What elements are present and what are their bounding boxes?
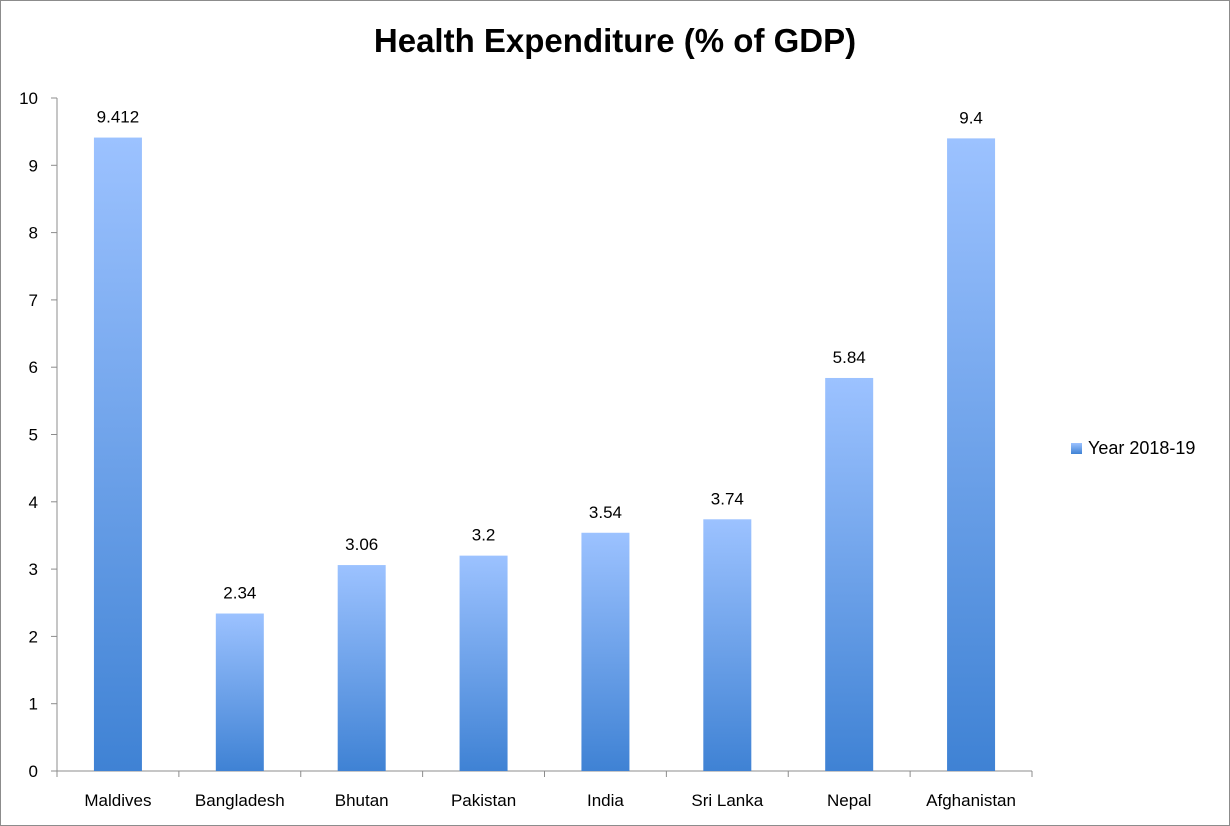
x-tick-label: Sri Lanka	[691, 791, 763, 810]
bar	[825, 377, 874, 771]
y-tick-label: 10	[19, 89, 38, 108]
bar	[459, 555, 508, 771]
y-tick-label: 9	[29, 156, 38, 175]
data-label: 3.2	[472, 526, 496, 545]
bar	[215, 613, 264, 771]
x-tick-label: Maldives	[84, 791, 151, 810]
x-tick-label: Nepal	[827, 791, 871, 810]
legend-label: Year 2018-19	[1088, 438, 1196, 458]
data-label: 9.412	[97, 108, 140, 127]
y-tick-label: 1	[29, 695, 38, 714]
bar	[581, 532, 630, 771]
chart-title: Health Expenditure (% of GDP)	[373, 22, 857, 59]
x-tick-label: Bhutan	[335, 791, 389, 810]
y-tick-label: 3	[29, 560, 38, 579]
legend-swatch	[1071, 443, 1082, 454]
y-tick-label: 8	[29, 224, 38, 243]
x-tick-label: Afghanistan	[926, 791, 1016, 810]
data-label: 3.06	[345, 535, 378, 554]
data-label: 3.54	[589, 503, 622, 522]
x-tick-label: India	[587, 791, 624, 810]
legend: Year 2018-19	[1071, 438, 1195, 459]
y-tick-label: 7	[29, 291, 38, 310]
y-tick-label: 4	[29, 493, 38, 512]
data-label: 2.34	[223, 584, 256, 603]
bar	[703, 519, 752, 771]
data-label: 3.74	[711, 489, 744, 508]
x-tick-label: Pakistan	[451, 791, 516, 810]
bar	[337, 565, 386, 771]
bar	[93, 137, 142, 772]
data-label: 9.4	[959, 108, 983, 127]
y-tick-label: 2	[29, 627, 38, 646]
data-label: 5.84	[833, 348, 866, 367]
y-tick-label: 6	[29, 358, 38, 377]
y-tick-label: 0	[29, 762, 38, 781]
y-tick-label: 5	[29, 426, 38, 445]
x-tick-label: Bangladesh	[195, 791, 285, 810]
bar	[947, 138, 996, 771]
